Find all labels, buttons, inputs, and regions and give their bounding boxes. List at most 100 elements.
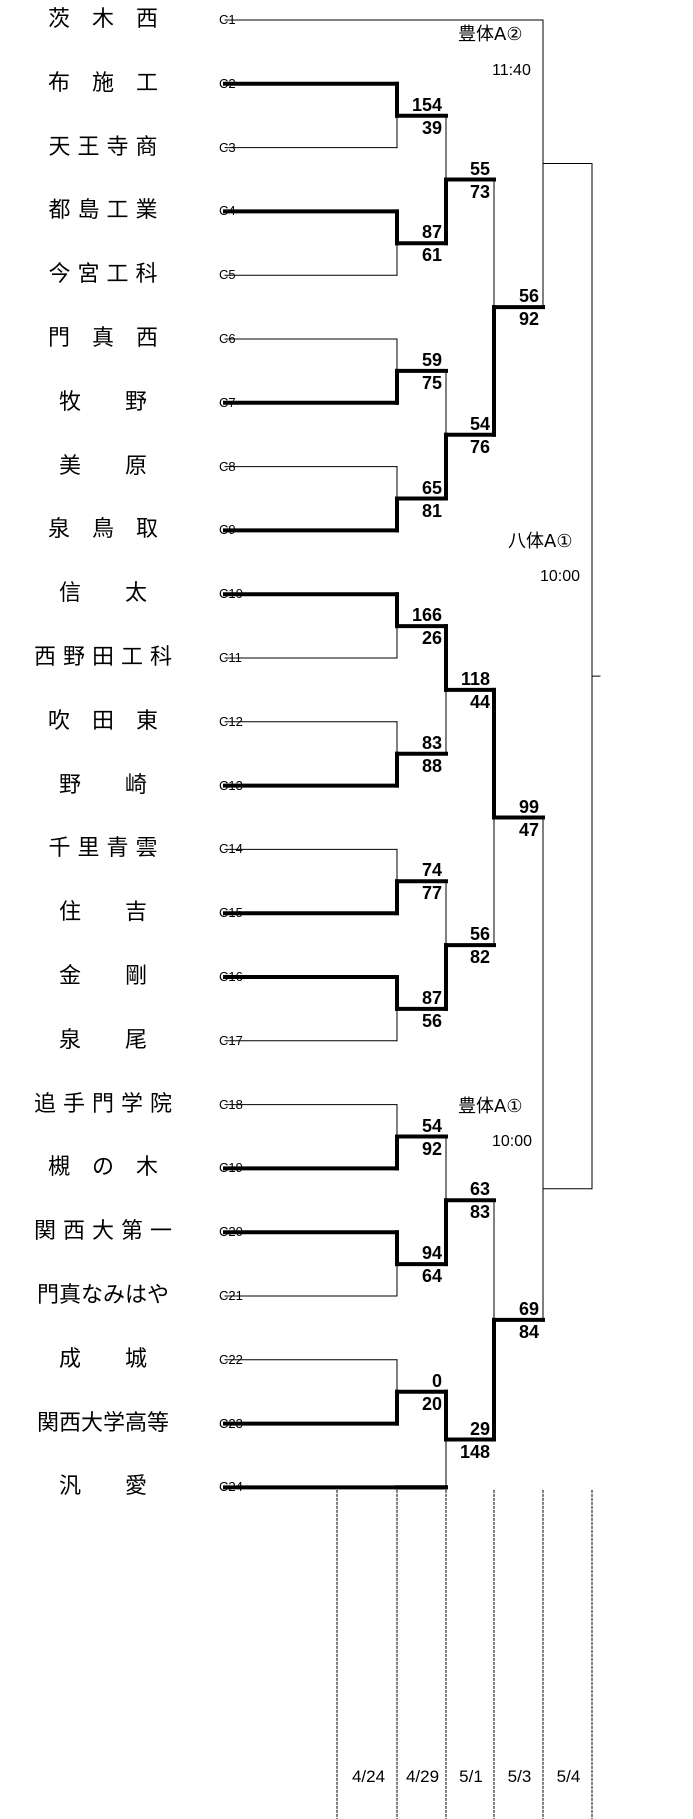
team-code: C12 bbox=[219, 713, 243, 729]
score-bottom: 44 bbox=[469, 691, 490, 712]
team-name: 門真なみはや bbox=[36, 1283, 169, 1308]
score-bottom: 92 bbox=[518, 309, 539, 330]
score-top: 87 bbox=[421, 987, 442, 1008]
team-name: 追 手 門 学 院 bbox=[34, 1091, 172, 1117]
team-code: C2 bbox=[219, 75, 236, 91]
team-code: C11 bbox=[219, 650, 242, 665]
score-bottom: 64 bbox=[421, 1266, 442, 1287]
score-bottom: 92 bbox=[421, 1138, 442, 1159]
team-code: C4 bbox=[219, 203, 236, 219]
score-bottom: 26 bbox=[421, 628, 442, 649]
score-top: 56 bbox=[518, 286, 539, 307]
team-code: C10 bbox=[219, 586, 243, 602]
score-bottom: 77 bbox=[421, 883, 442, 904]
team-name: 信 太 bbox=[58, 581, 147, 607]
team-name: 金 剛 bbox=[58, 964, 147, 989]
venue-label: 豊体A① bbox=[458, 1096, 523, 1117]
score-bottom: 76 bbox=[469, 436, 490, 457]
score-top: 118 bbox=[460, 668, 490, 689]
team-name: 住 吉 bbox=[58, 900, 147, 926]
score-top: 55 bbox=[469, 158, 490, 179]
score-top: 94 bbox=[421, 1243, 442, 1264]
score-bottom: 148 bbox=[459, 1441, 490, 1462]
score-bottom: 20 bbox=[421, 1393, 442, 1414]
score-bottom: 81 bbox=[421, 500, 442, 521]
team-name: 都 島 工 業 bbox=[48, 198, 158, 224]
date-label: 5/4 bbox=[556, 1767, 581, 1786]
score-top: 29 bbox=[469, 1418, 490, 1439]
score-top: 59 bbox=[421, 349, 442, 370]
team-name: 牧 野 bbox=[58, 389, 147, 415]
score-top: 56 bbox=[469, 924, 490, 945]
date-label: 5/3 bbox=[507, 1767, 532, 1786]
team-code: C16 bbox=[219, 969, 243, 984]
score-bottom: 61 bbox=[421, 245, 442, 266]
venue-time: 11:40 bbox=[492, 62, 531, 79]
team-code: C1 bbox=[219, 12, 236, 27]
team-name: 西 野 田 工 科 bbox=[34, 645, 172, 670]
score-bottom: 47 bbox=[518, 819, 539, 840]
team-name: 門 真 西 bbox=[47, 326, 158, 351]
date-label: 5/1 bbox=[459, 1767, 483, 1786]
score-top: 154 bbox=[411, 94, 442, 115]
score-top: 54 bbox=[421, 1115, 442, 1136]
team-code: C24 bbox=[219, 1479, 243, 1495]
team-code: C9 bbox=[219, 522, 236, 538]
team-code: C15 bbox=[219, 905, 243, 921]
team-code: C14 bbox=[219, 841, 243, 857]
score-bottom: 82 bbox=[469, 947, 490, 968]
team-code: C20 bbox=[219, 1224, 243, 1240]
score-bottom: 73 bbox=[469, 181, 490, 202]
team-name: 関 西 大 第 一 bbox=[34, 1219, 172, 1245]
team-name: 関西大学高等 bbox=[36, 1410, 169, 1436]
venue-label: 八体A① bbox=[508, 531, 573, 552]
score-bottom: 83 bbox=[469, 1202, 490, 1223]
team-code: C18 bbox=[219, 1096, 243, 1112]
team-code: C6 bbox=[219, 331, 236, 346]
team-code: C19 bbox=[219, 1160, 243, 1176]
team-name: 泉 鳥 取 bbox=[47, 517, 158, 543]
team-code: C13 bbox=[219, 777, 243, 793]
team-code: C21 bbox=[219, 1288, 243, 1303]
team-code: C23 bbox=[219, 1415, 243, 1431]
team-name: 美 原 bbox=[58, 453, 147, 479]
team-code: C22 bbox=[219, 1351, 243, 1367]
score-top: 54 bbox=[469, 413, 490, 434]
venue-label: 豊体A② bbox=[458, 24, 523, 45]
score-bottom: 56 bbox=[421, 1010, 442, 1031]
team-code: C5 bbox=[219, 267, 236, 283]
score-top: 63 bbox=[469, 1179, 490, 1200]
team-code: C8 bbox=[219, 458, 236, 474]
team-name: 野 崎 bbox=[58, 772, 147, 798]
team-code: C7 bbox=[219, 394, 236, 410]
score-top: 65 bbox=[421, 477, 442, 498]
date-label: 4/29 bbox=[405, 1767, 440, 1786]
venue-time: 10:00 bbox=[492, 1133, 533, 1150]
score-top: 87 bbox=[421, 222, 442, 243]
date-label: 4/24 bbox=[351, 1767, 386, 1786]
score-bottom: 39 bbox=[421, 117, 442, 138]
team-name: 天 王 寺 商 bbox=[48, 134, 158, 160]
score-top: 166 bbox=[411, 605, 442, 626]
team-name: 布 施 工 bbox=[47, 70, 158, 96]
score-top: 83 bbox=[421, 732, 442, 753]
score-top: 99 bbox=[518, 796, 539, 817]
team-name: 千 里 青 雲 bbox=[48, 836, 158, 862]
team-name: 今 宮 工 科 bbox=[48, 262, 158, 288]
score-top: 74 bbox=[421, 860, 442, 881]
team-name: 成 城 bbox=[58, 1346, 147, 1372]
team-name: 泉 尾 bbox=[58, 1027, 147, 1053]
score-top: 0 bbox=[431, 1370, 442, 1391]
score-bottom: 84 bbox=[518, 1321, 539, 1342]
team-code: C17 bbox=[219, 1032, 243, 1048]
team-name: 吹 田 東 bbox=[47, 708, 158, 734]
team-code: C3 bbox=[219, 139, 236, 155]
score-bottom: 75 bbox=[421, 372, 442, 393]
team-name: 汎 愛 bbox=[58, 1474, 147, 1500]
team-name: 槻 の 木 bbox=[47, 1155, 158, 1181]
score-top: 69 bbox=[518, 1298, 539, 1319]
score-bottom: 88 bbox=[421, 755, 442, 776]
venue-time: 10:00 bbox=[540, 568, 581, 585]
team-name: 茨 木 西 bbox=[47, 7, 158, 32]
